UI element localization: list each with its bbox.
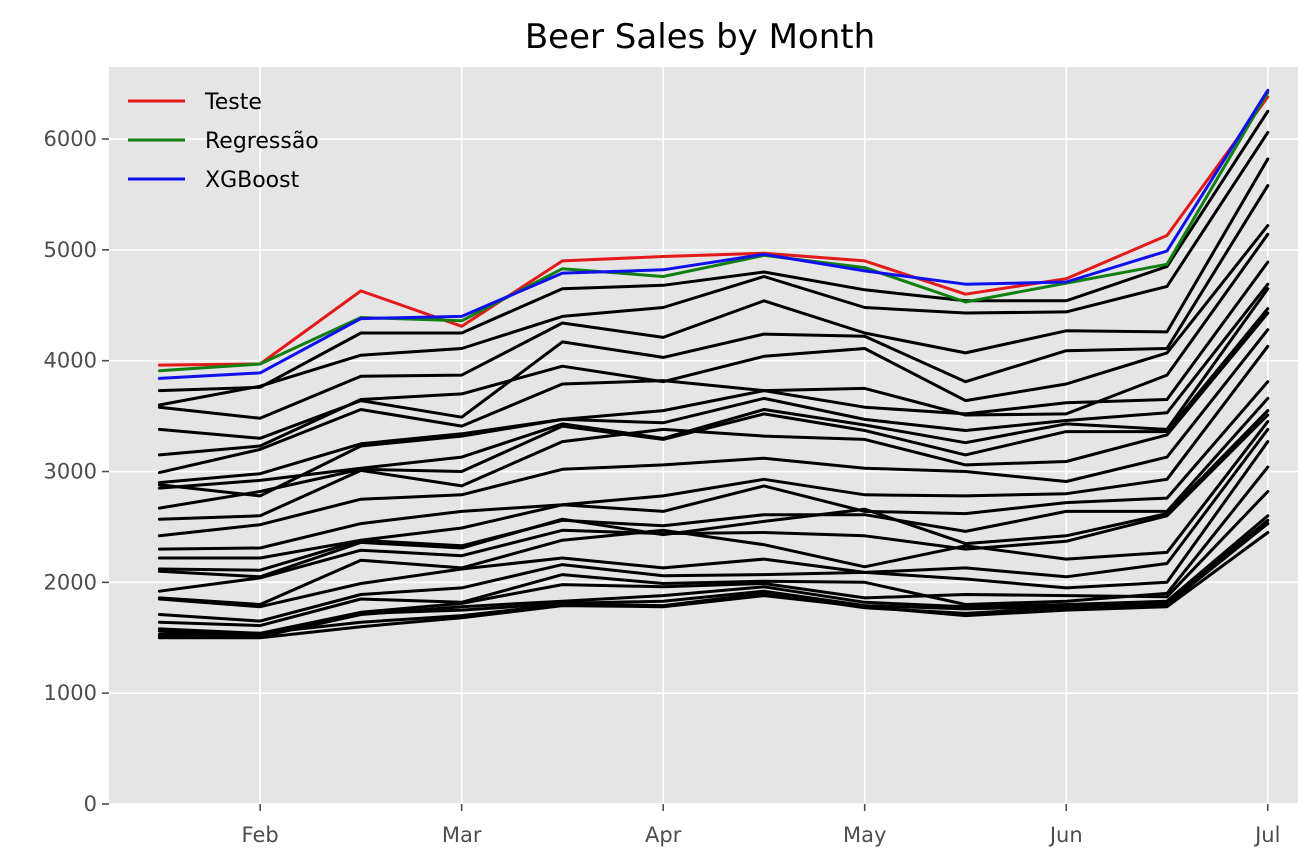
y-tick-label: 2000	[44, 570, 97, 594]
y-tick-label: 4000	[44, 349, 97, 373]
series-line-other-7	[157, 260, 1270, 485]
series-line-other-18	[157, 420, 1270, 606]
chart-title: Beer Sales by Month	[525, 17, 875, 57]
x-tick-label: Jun	[1048, 823, 1083, 847]
series-line-regressao	[157, 91, 1270, 373]
highlight-series-group	[157, 88, 1270, 380]
series-line-other-5	[157, 224, 1270, 457]
series-line-other-2	[157, 130, 1270, 407]
x-tick-label: Apr	[645, 823, 682, 847]
series-line-other-17	[157, 413, 1270, 593]
series-line-other-6	[157, 232, 1270, 475]
series-line-other-25	[157, 522, 1270, 637]
series-line-other-19	[157, 427, 1270, 609]
series-line-other-10	[157, 307, 1270, 510]
series-line-teste	[157, 95, 1270, 367]
x-tick-label: Jul	[1253, 823, 1280, 847]
series-line-other-11	[157, 311, 1270, 521]
series-line-other-15	[157, 396, 1270, 572]
y-tick-label: 1000	[44, 681, 97, 705]
legend-label-teste: Teste	[204, 90, 262, 115]
series-line-other-20	[157, 440, 1270, 623]
y-tick-label: 0	[84, 792, 97, 816]
x-tick-label: Mar	[442, 823, 482, 847]
series-line-other-14	[157, 380, 1270, 560]
legend: Teste Regressão XGBoost	[128, 90, 319, 193]
y-tick-label: 5000	[44, 238, 97, 262]
series-line-other-13	[157, 344, 1270, 551]
y-tick-label: 6000	[44, 127, 97, 151]
series-line-other-26	[157, 531, 1270, 640]
series-line-other-21	[157, 465, 1270, 628]
series-line-xgboost	[157, 88, 1270, 380]
series-line-other-9	[157, 287, 1270, 490]
series-line-other-1	[157, 109, 1270, 393]
x-tick-label: Feb	[242, 823, 279, 847]
series-line-other-12	[157, 328, 1270, 538]
y-tick-label: 3000	[44, 460, 97, 484]
series-line-other-3	[157, 157, 1270, 420]
plot-area	[109, 67, 1298, 804]
legend-label-regressao: Regressão	[205, 129, 319, 154]
x-tick-label: May	[843, 823, 886, 847]
legend-label-xgboost: XGBoost	[205, 168, 300, 193]
series-line-other-8	[157, 282, 1270, 498]
axis-ticks: 0 1000 2000 3000 4000 5000 6000 Feb Mar Apr May Jun…	[44, 127, 1281, 847]
series-line-other-16	[157, 409, 1270, 579]
other-series-group	[157, 109, 1270, 640]
